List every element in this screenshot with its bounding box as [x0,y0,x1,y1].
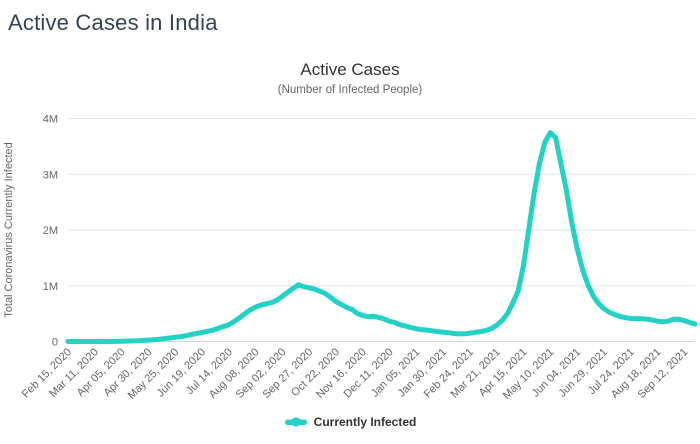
y-axis-tick-label: 2M [43,225,58,237]
y-axis-tick-label: 0 [52,337,58,349]
legend-marker-currently-infected[interactable] [284,416,308,428]
page: { "page": { "title": "Active Cases in In… [0,8,700,444]
legend-item-currently-infected[interactable]: Currently Infected [313,415,417,429]
y-axis-tick-label: 1M [43,281,58,293]
series-currently-infected[interactable] [65,130,698,344]
active-cases-chart: Active Cases (Number of Infected People)… [0,58,700,432]
chart-plot-area[interactable]: 0 1M 2M 3M 4M Total Coronavirus Currently Inf… [0,98,700,404]
legend: Currently Infected [0,412,700,432]
y-axis-title: Total Coronavirus Currently Infected [3,142,15,317]
y-axis-tick-label: 3M [43,169,58,181]
chart-title: Active Cases [300,60,400,79]
chart-subtitle: (Number of Infected People) [277,84,423,96]
y-axis-tick-label: 4M [43,114,58,126]
page-title: Active Cases in India [8,10,218,35]
